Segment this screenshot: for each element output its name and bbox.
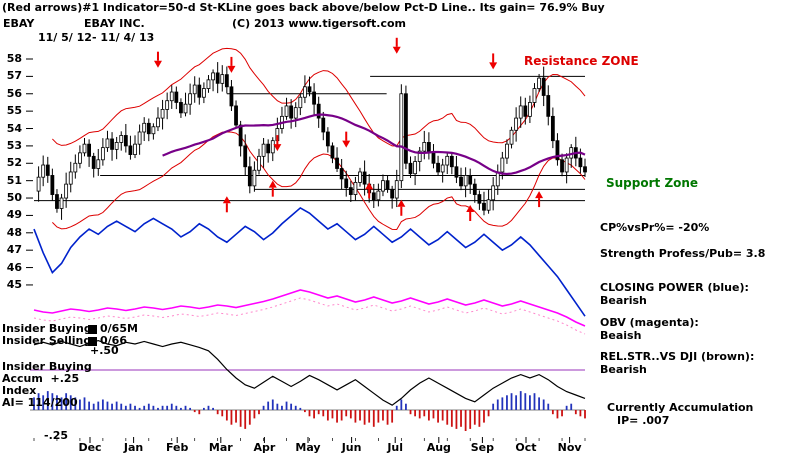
insider-buying-marker [88,325,97,334]
y-axis-label: 54 [6,121,22,135]
insider-buying-value: 0/65M [100,322,138,335]
relstr-value: Bearish [600,363,647,376]
obv-value: Beaish [600,329,642,342]
month-label: Mar [208,441,233,454]
month-label: Oct [515,441,537,454]
date-range-label: 11/ 5/ 12- 11/ 4/ 13 [38,31,155,44]
minus-25-label: -.25 [44,429,69,442]
support-zone-label: Support Zone [606,176,699,190]
copyright-label: (C) 2013 www.tigersoft.com [232,17,407,30]
ticker-label: EBAY [3,17,35,30]
accumulation-title: Currently Accumulation [607,401,754,414]
cp-vs-pr-stat: CP%vsPr%= -20% [600,221,710,234]
y-axis-label: 47 [6,243,22,257]
company-name: EBAY INC. [84,17,145,30]
y-axis-label: 57 [6,69,22,83]
resistance-zone-label: Resistance ZONE [524,54,639,68]
index-label: Index [2,384,37,397]
title-line: (Red arrows)#1 Indicator=50-d St-KLine g… [2,1,605,14]
y-axis-label: 49 [6,208,22,222]
month-label: Jul [387,441,404,454]
month-label: Nov [557,441,582,454]
obv-title: OBV (magenta): [600,316,699,329]
y-axis-label: 51 [6,173,22,187]
month-label: Feb [165,441,189,454]
y-axis-label: 56 [6,86,22,100]
relstr-title: REL.STR..VS DJI (brown): [600,350,755,363]
insider-selling-value: 0/66 [100,334,127,347]
y-axis-label: 46 [6,260,22,274]
month-label: Sep [470,441,495,454]
y-axis-label: 58 [6,52,22,65]
closing-power-value: Bearish [600,294,647,307]
insider-selling-label: Insider Selling [2,334,92,347]
plus-50-label: +.50 [90,344,119,357]
strength-stat: Strength Profess/Pub= 3.8 [600,247,766,260]
month-label: May [295,441,321,454]
month-label: Dec [78,441,102,454]
accumulation-value: IP= .007 [617,414,670,427]
month-label: Aug [426,441,451,454]
insider-selling-marker [88,337,97,346]
y-axis-label: 50 [6,191,22,205]
insider-buying2-label: Insider Buying [2,360,92,373]
insider-buying-label: Insider Buying [2,322,92,335]
ai-label: AI= 114/200 [2,396,78,409]
y-axis-label: 55 [6,104,22,118]
y-axis-label: 53 [6,138,22,152]
accum-label: Accum +.25 [2,372,80,385]
month-label: Apr [253,441,276,454]
y-axis-label: 52 [6,156,22,170]
month-label: Jun [341,441,362,454]
month-label: Jan [123,441,144,454]
closing-power-title: CLOSING POWER (blue): [600,281,749,294]
y-axis-label: 48 [6,225,22,239]
y-axis-label: 45 [6,277,22,291]
